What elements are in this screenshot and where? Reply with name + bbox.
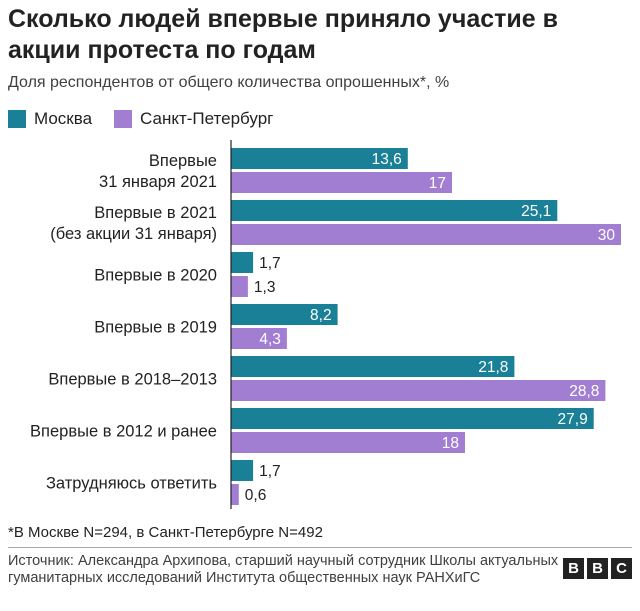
legend: Москва Санкт-Петербург (8, 108, 295, 130)
bar-moscow (231, 460, 254, 481)
category-label: Впервые в 2021 (94, 204, 217, 222)
divider (8, 547, 632, 548)
data-label: 27,9 (558, 411, 588, 428)
legend-swatch-spb (114, 110, 133, 128)
bar-spb (231, 484, 239, 505)
bar-moscow (231, 304, 338, 325)
legend-item-spb: Санкт-Петербург (114, 109, 273, 129)
category-label: 31 января 2021 (99, 173, 217, 191)
legend-swatch-moscow (8, 110, 26, 128)
source-text: Источник: Александра Архипова, старший н… (8, 553, 559, 586)
data-label: 1,3 (254, 279, 276, 296)
logo-letter: B (587, 558, 608, 579)
bar-moscow (231, 356, 515, 377)
data-label: 8,2 (310, 307, 332, 324)
bar-spb (231, 328, 287, 349)
data-label: 25,1 (521, 203, 551, 220)
bar-spb (231, 276, 248, 297)
data-label: 17 (429, 175, 446, 192)
chart-title: Сколько людей впервые приняло участие в … (8, 5, 558, 64)
bar-spb (231, 380, 606, 401)
bbc-logo: B B C (563, 558, 632, 579)
category-label: Впервые в 2012 и ранее (30, 423, 217, 441)
legend-label-spb: Санкт-Петербург (140, 109, 274, 128)
category-label: Впервые в 2020 (94, 267, 217, 285)
bar-spb (231, 224, 621, 245)
data-label: 1,7 (259, 463, 281, 480)
footnote: *В Москве N=294, в Санкт-Петербурге N=49… (8, 524, 323, 541)
bar-spb (231, 432, 465, 453)
bar-moscow (231, 252, 254, 273)
bar-moscow (231, 200, 558, 221)
logo-letter: B (563, 558, 584, 579)
data-label: 30 (598, 227, 616, 244)
data-label: 4,3 (259, 331, 281, 348)
bar-moscow (231, 148, 408, 169)
category-label: (без акции 31 января) (50, 225, 217, 243)
chart-subtitle: Доля респондентов от общего количества о… (8, 74, 450, 91)
data-label: 28,8 (569, 383, 599, 400)
category-label: Впервые (149, 152, 217, 170)
data-label: 0,6 (245, 487, 267, 504)
data-label: 1,7 (259, 255, 281, 272)
bar-chart: Впервые 31 января 2021 13,6 17 Впервые в 202… (30, 140, 621, 509)
category-label: Впервые в 2019 (94, 319, 217, 337)
category-label: Впервые в 2018–2013 (48, 371, 217, 389)
legend-item-moscow: Москва (8, 109, 92, 129)
category-label: Затрудняюсь ответить (46, 475, 217, 493)
data-label: 13,6 (372, 151, 402, 168)
bar-spb (231, 172, 452, 193)
bar-moscow (231, 408, 594, 429)
data-label: 18 (442, 435, 459, 452)
data-label: 21,8 (478, 359, 508, 376)
logo-letter: C (611, 558, 632, 579)
legend-label-moscow: Москва (34, 109, 93, 128)
